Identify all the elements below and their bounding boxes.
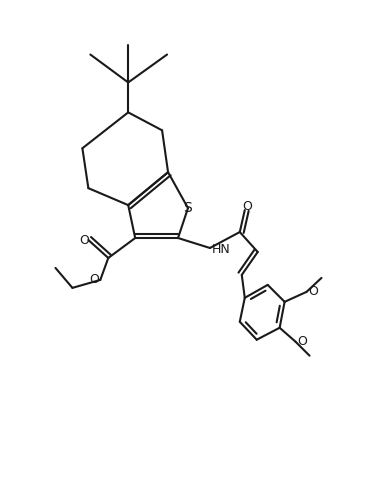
- Text: S: S: [184, 201, 192, 215]
- Text: HN: HN: [212, 244, 231, 257]
- Text: O: O: [297, 335, 307, 348]
- Text: O: O: [308, 285, 318, 299]
- Text: O: O: [242, 200, 252, 213]
- Text: O: O: [79, 233, 89, 246]
- Text: O: O: [89, 273, 99, 286]
